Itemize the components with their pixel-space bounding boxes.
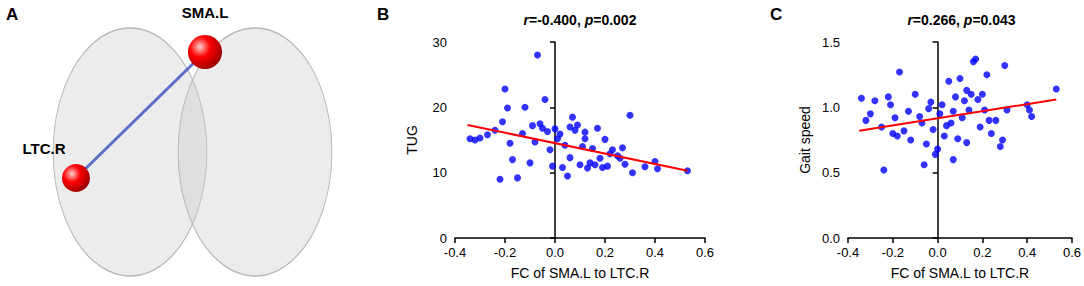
- svg-text:0.2: 0.2: [596, 245, 614, 260]
- svg-text:-0.2: -0.2: [882, 245, 904, 260]
- svg-text:LTC.R: LTC.R: [22, 140, 65, 157]
- svg-text:0.2: 0.2: [973, 245, 991, 260]
- svg-text:=0.266,: =0.266,: [913, 12, 964, 28]
- svg-text:=-0.400,: =-0.400,: [529, 12, 585, 28]
- svg-text:10: 10: [433, 165, 447, 180]
- svg-text:=0.002: =0.002: [593, 12, 636, 28]
- svg-text:=0.043: =0.043: [972, 12, 1015, 28]
- svg-text:r: r: [907, 12, 913, 28]
- svg-text:0.0: 0.0: [546, 245, 564, 260]
- svg-text:0.6: 0.6: [1063, 245, 1081, 260]
- svg-text:1.5: 1.5: [822, 35, 840, 50]
- svg-text:r: r: [523, 12, 529, 28]
- svg-text:FC of SMA.L to LTC.R: FC of SMA.L to LTC.R: [511, 265, 649, 281]
- svg-text:0.4: 0.4: [646, 245, 664, 260]
- svg-text:0.0: 0.0: [822, 231, 840, 246]
- svg-text:SMA.L: SMA.L: [182, 4, 229, 21]
- svg-text:30: 30: [433, 35, 447, 50]
- svg-text:-0.4: -0.4: [444, 245, 466, 260]
- svg-text:0: 0: [440, 231, 447, 246]
- svg-text:1.0: 1.0: [822, 100, 840, 115]
- svg-text:0.0: 0.0: [929, 245, 947, 260]
- svg-text:B: B: [377, 5, 389, 24]
- svg-text:-0.2: -0.2: [494, 245, 516, 260]
- svg-text:TUG: TUG: [404, 125, 420, 155]
- svg-text:FC of SMA.L to LTC.R: FC of SMA.L to LTC.R: [891, 265, 1029, 281]
- svg-text:20: 20: [433, 100, 447, 115]
- svg-text:0.4: 0.4: [1018, 245, 1036, 260]
- svg-text:-0.4: -0.4: [837, 245, 859, 260]
- svg-text:0.6: 0.6: [696, 245, 714, 260]
- svg-text:A: A: [6, 5, 18, 24]
- svg-text:p: p: [584, 12, 594, 28]
- svg-text:0.5: 0.5: [822, 165, 840, 180]
- svg-text:C: C: [770, 5, 782, 24]
- svg-text:Gait speed: Gait speed: [797, 106, 813, 174]
- svg-text:p: p: [963, 12, 973, 28]
